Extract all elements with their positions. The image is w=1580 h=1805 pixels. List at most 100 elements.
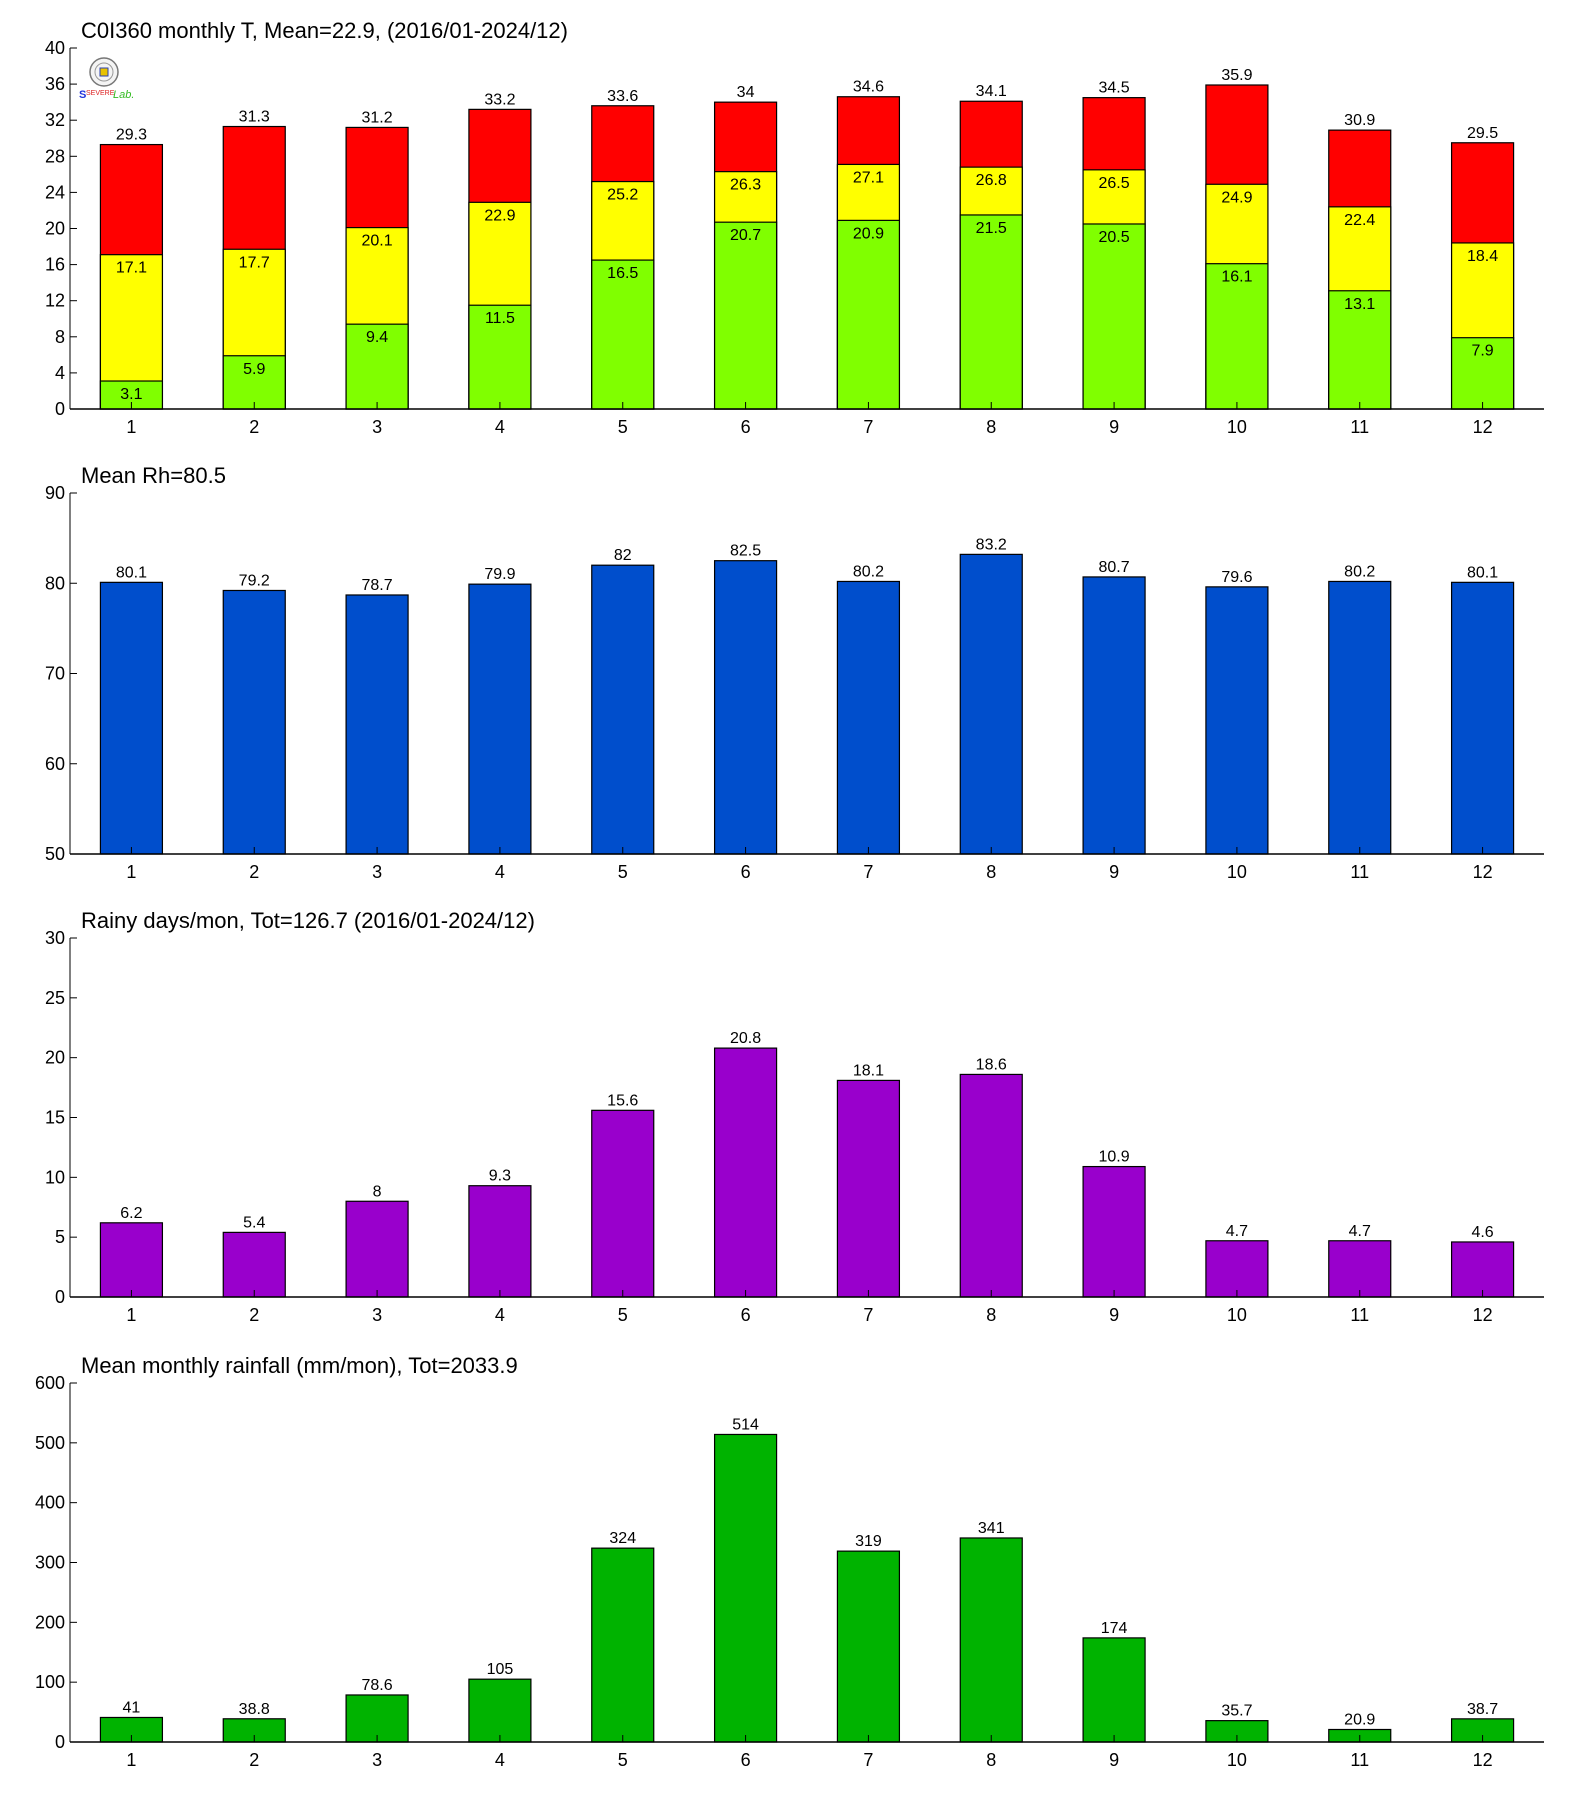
data-label-min: 3.1: [120, 386, 142, 403]
data-label: 319: [855, 1533, 882, 1550]
y-tick-label: 0: [55, 399, 65, 419]
x-tick-label: 4: [495, 417, 505, 437]
bar: [468, 1678, 532, 1743]
x-tick-label: 9: [1109, 862, 1119, 882]
x-tick-label: 6: [741, 1750, 751, 1770]
data-label: 82.5: [730, 543, 761, 560]
bar-min: [959, 214, 1023, 410]
data-label: 341: [978, 1520, 1005, 1537]
bar-min: [713, 221, 778, 410]
y-tick-label: 200: [35, 1612, 65, 1632]
logo-text-severe: SEVERE: [86, 90, 115, 97]
data-label-max: 29.3: [116, 127, 147, 144]
data-label-max: 33.6: [607, 88, 638, 105]
data-label-min: 21.5: [976, 220, 1007, 237]
bar: [1082, 576, 1146, 855]
y-tick-label: 36: [45, 74, 65, 94]
x-tick-label: 10: [1227, 862, 1247, 882]
bar: [1082, 1165, 1146, 1298]
x-tick-label: 12: [1473, 1305, 1493, 1325]
x-tick-label: 3: [372, 1305, 382, 1325]
x-tick-label: 3: [372, 1750, 382, 1770]
x-tick-label: 10: [1227, 417, 1247, 437]
x-tick-label: 6: [741, 862, 751, 882]
x-tick-label: 1: [126, 1305, 136, 1325]
x-tick-label: 2: [249, 417, 259, 437]
x-tick-label: 11: [1350, 1305, 1369, 1325]
x-tick-label: 5: [618, 417, 628, 437]
bar: [1328, 1240, 1392, 1298]
data-label-max: 34.1: [976, 83, 1007, 100]
data-label: 8: [373, 1183, 382, 1200]
bar: [836, 1079, 901, 1298]
y-tick-label: 300: [35, 1553, 65, 1573]
data-label: 80.1: [116, 564, 147, 581]
data-label-max: 31.3: [239, 109, 270, 126]
data-label: 79.2: [239, 572, 270, 589]
logo-seal-inner-icon: [94, 62, 114, 82]
x-tick-label: 6: [741, 1305, 751, 1325]
bar-min: [1082, 223, 1146, 410]
y-tick-label: 30: [45, 928, 65, 948]
x-tick-label: 2: [249, 1305, 259, 1325]
data-label-min: 16.1: [1221, 269, 1252, 286]
y-tick-label: 20: [45, 219, 65, 239]
x-tick-label: 9: [1109, 1305, 1119, 1325]
x-tick-label: 1: [126, 862, 136, 882]
x-tick-label: 12: [1473, 417, 1493, 437]
bar: [1450, 581, 1515, 855]
y-tick-label: 70: [45, 664, 65, 684]
data-label: 38.7: [1467, 1701, 1498, 1718]
data-label: 105: [487, 1661, 514, 1678]
y-tick-label: 50: [45, 844, 65, 864]
y-tick-label: 5: [55, 1227, 65, 1247]
bar: [1082, 1637, 1146, 1743]
x-tick-label: 5: [618, 1750, 628, 1770]
chart-title: Mean Rh=80.5: [81, 463, 226, 488]
bar: [222, 589, 286, 855]
data-label-max: 30.9: [1344, 112, 1375, 129]
y-tick-label: 32: [45, 110, 65, 130]
x-tick-label: 1: [126, 417, 136, 437]
data-label: 9.3: [489, 1168, 511, 1185]
y-tick-label: 40: [45, 38, 65, 58]
data-label: 80.2: [1344, 563, 1375, 580]
y-tick-label: 10: [45, 1167, 65, 1187]
data-label: 514: [732, 1416, 759, 1433]
bar: [1328, 580, 1392, 855]
data-label: 80.1: [1467, 564, 1498, 581]
data-label-max: 29.5: [1467, 125, 1498, 142]
y-tick-label: 24: [45, 182, 65, 202]
data-label-max: 31.2: [362, 109, 393, 126]
chart-panel-2: Mean Rh=80.580.1 79.2 78.779.982 82.580.283…: [45, 463, 1544, 882]
data-label: 79.6: [1221, 569, 1252, 586]
x-tick-label: 9: [1109, 1750, 1119, 1770]
y-tick-label: 20: [45, 1048, 65, 1068]
x-tick-label: 3: [372, 417, 382, 437]
data-label-mean: 17.7: [239, 254, 270, 271]
y-tick-label: 80: [45, 573, 65, 593]
data-label: 4.7: [1349, 1223, 1371, 1240]
y-tick-label: 12: [45, 291, 65, 311]
data-label-mean: 26.8: [976, 172, 1007, 189]
data-label-max: 35.9: [1221, 67, 1252, 84]
x-tick-label: 6: [741, 417, 751, 437]
data-label-mean: 26.3: [730, 177, 761, 194]
x-tick-label: 7: [863, 1305, 873, 1325]
y-tick-label: 100: [35, 1672, 65, 1692]
y-tick-label: 0: [55, 1732, 65, 1752]
data-label-max: 33.2: [484, 91, 515, 108]
x-tick-label: 11: [1350, 1750, 1369, 1770]
data-label: 4.7: [1226, 1223, 1248, 1240]
data-label: 78.7: [362, 577, 393, 594]
y-tick-label: 4: [55, 363, 65, 383]
data-label-min: 13.1: [1344, 296, 1375, 313]
x-tick-label: 10: [1227, 1305, 1247, 1325]
data-label: 15.6: [607, 1092, 638, 1109]
data-label-mean: 22.9: [484, 207, 515, 224]
y-tick-label: 0: [55, 1287, 65, 1307]
x-tick-label: 8: [986, 862, 996, 882]
x-tick-label: 12: [1473, 1750, 1493, 1770]
data-label: 78.6: [362, 1677, 393, 1694]
data-label-min: 20.7: [730, 227, 761, 244]
